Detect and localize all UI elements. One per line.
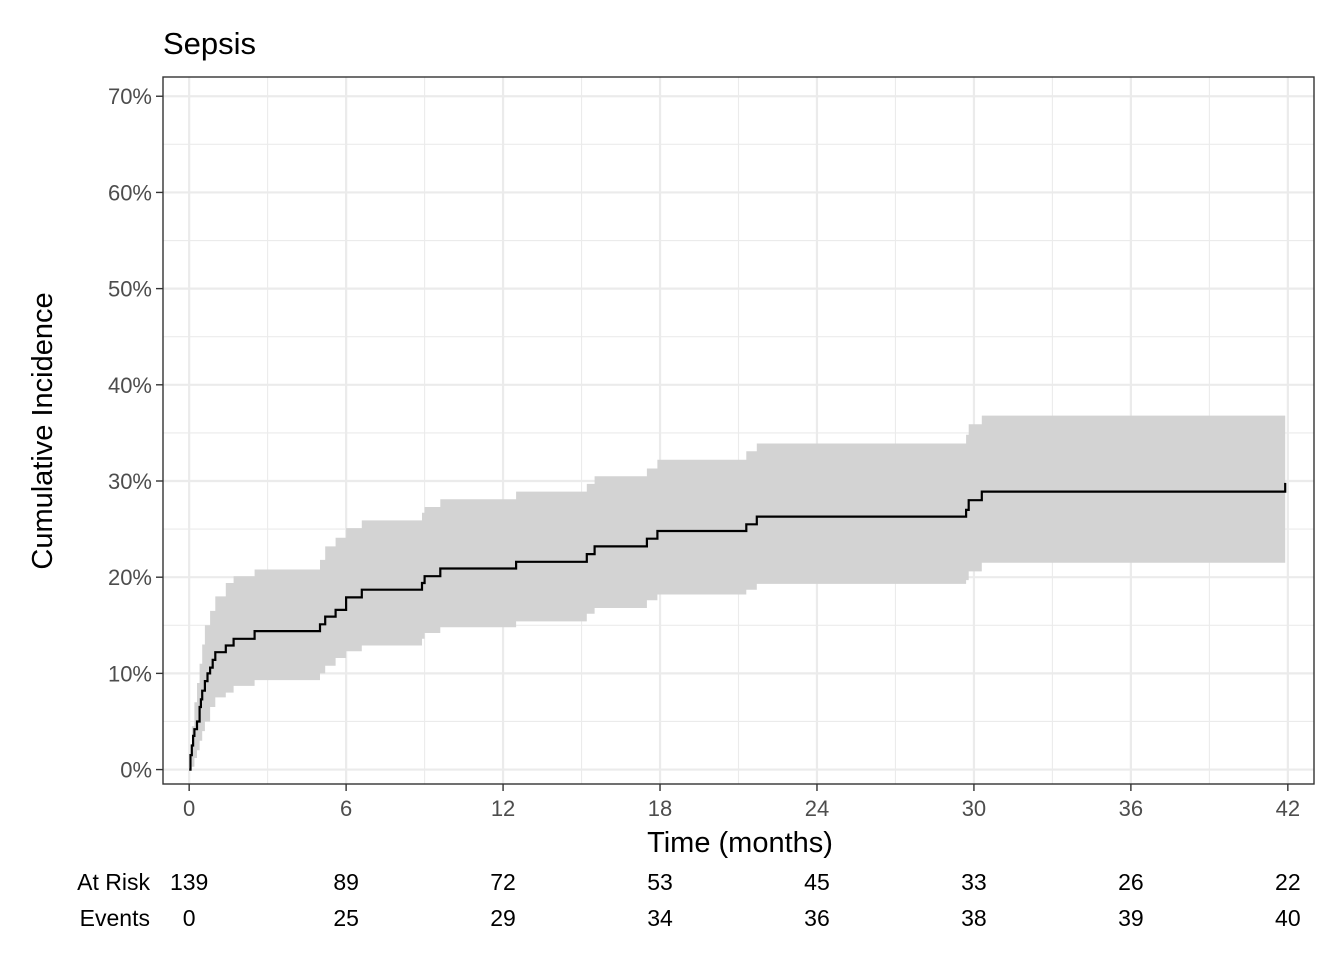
risk-table-cell: 34 [647,905,673,931]
risk-table-row-label: At Risk [77,869,150,895]
risk-table-cell: 139 [170,869,208,895]
x-axis-title: Time (months) [647,827,833,859]
x-tick-label: 30 [962,796,986,821]
risk-table-cell: 40 [1275,905,1301,931]
risk-table-cell: 39 [1118,905,1144,931]
y-tick-label: 70% [108,84,152,109]
risk-table-cell: 29 [490,905,516,931]
y-axis-title: Cumulative Incidence [27,292,59,569]
risk-table-cell: 33 [961,869,987,895]
x-tick-label: 42 [1276,796,1300,821]
risk-table-cell: 89 [333,869,359,895]
x-tick-label: 18 [648,796,672,821]
y-tick-label: 0% [120,758,152,783]
y-tick-label: 50% [108,277,152,302]
incidence-line-layer [189,482,1287,771]
y-tick-label: 30% [108,469,152,494]
risk-table-cell: 72 [490,869,516,895]
risk-table-row-label: Events [80,905,150,931]
panel-border [162,76,1315,785]
risk-table-cell: 26 [1118,869,1144,895]
risk-table-cell: 25 [333,905,359,931]
risk-table-cell: 36 [804,905,830,931]
risk-table: At Risk 139 89 72 53 45 33 26 22 Events 0 25 29 34 36 3… [77,869,1300,931]
y-tick-label: 60% [108,180,152,205]
x-tick-label: 24 [805,796,829,821]
x-axis: 0 6 12 18 24 30 36 42 [183,784,1300,821]
x-tick-label: 6 [340,796,352,821]
risk-table-cell: 0 [183,905,196,931]
risk-table-cell: 45 [804,869,830,895]
y-tick-label: 40% [108,373,152,398]
x-tick-label: 12 [491,796,515,821]
y-tick-label: 20% [108,565,152,590]
risk-table-cell: 22 [1275,869,1301,895]
risk-table-cell: 53 [647,869,673,895]
risk-table-cell: 38 [961,905,987,931]
confidence-band-layer [189,415,1286,770]
x-tick-label: 36 [1119,796,1143,821]
y-axis: 0% 10% 20% 30% 40% 50% 60% 70% [108,84,163,783]
chart-title: Sepsis [163,26,256,61]
confidence-band [189,415,1286,770]
cumulative-incidence-line [189,482,1287,771]
y-tick-label: 10% [108,661,152,686]
x-tick-label: 0 [183,796,195,821]
